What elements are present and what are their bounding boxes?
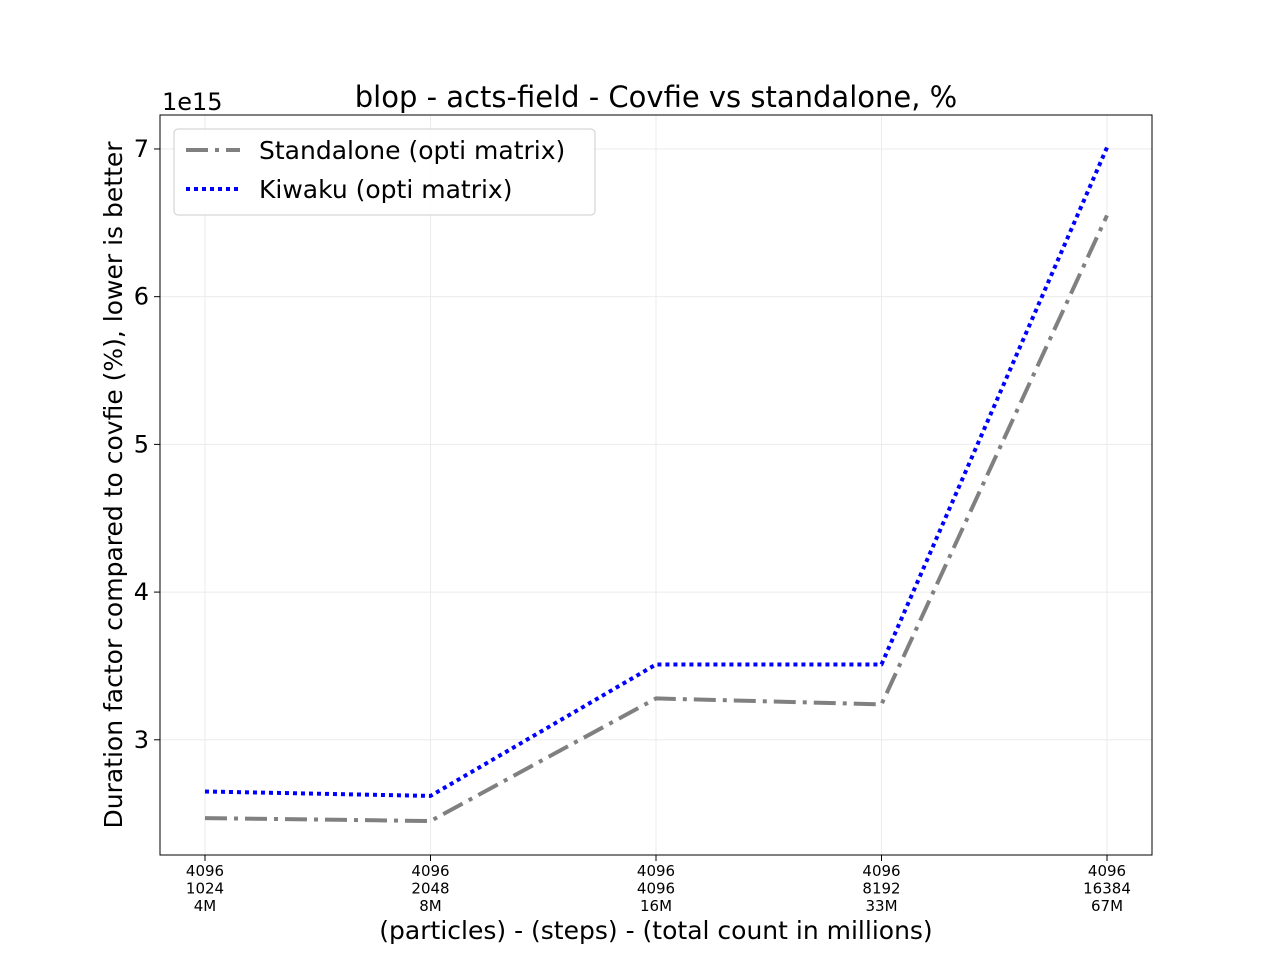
chart-title: blop - acts-field - Covfie vs standalone… <box>355 80 957 114</box>
y-tick-label: 3 <box>134 726 149 754</box>
legend-label-standalone: Standalone (opti matrix) <box>259 136 565 165</box>
x-tick-label: 4096 <box>1088 862 1126 880</box>
x-axis-ticks: 409610244M409620488M4096409616M409681923… <box>186 855 1131 915</box>
y-tick-label: 6 <box>134 283 149 311</box>
y-tick-label: 5 <box>134 430 149 458</box>
x-tick-label: 1024 <box>186 880 224 898</box>
x-tick-label: 16384 <box>1083 880 1131 898</box>
y-axis-ticks: 3 4 5 6 7 <box>134 135 160 754</box>
grid <box>160 115 1152 855</box>
x-tick-label: 4096 <box>186 862 224 880</box>
x-tick-label: 4096 <box>637 862 675 880</box>
x-tick-label: 4M <box>194 897 217 915</box>
x-tick-label: 2048 <box>411 880 449 898</box>
x-tick-label: 4096 <box>411 862 449 880</box>
x-tick-label: 33M <box>865 897 897 915</box>
y-offset-label: 1e15 <box>162 88 223 116</box>
x-axis-label: (particles) - (steps) - (total count in … <box>379 916 932 945</box>
x-tick-label: 4096 <box>637 880 675 898</box>
x-tick-label: 8192 <box>862 880 900 898</box>
x-tick-label: 4096 <box>862 862 900 880</box>
x-tick-label: 67M <box>1091 897 1123 915</box>
legend-box <box>173 128 596 216</box>
x-tick-label: 16M <box>640 897 672 915</box>
y-tick-label: 4 <box>134 578 149 606</box>
x-tick-label: 8M <box>419 897 442 915</box>
series-lines <box>204 146 1109 824</box>
legend-label-kiwaku: Kiwaku (opti matrix) <box>259 175 512 204</box>
y-tick-label: 7 <box>134 135 149 163</box>
y-axis-label: Duration factor compared to covfie (%), … <box>99 141 128 829</box>
legend: Standalone (opti matrix) Kiwaku (opti ma… <box>173 128 596 216</box>
